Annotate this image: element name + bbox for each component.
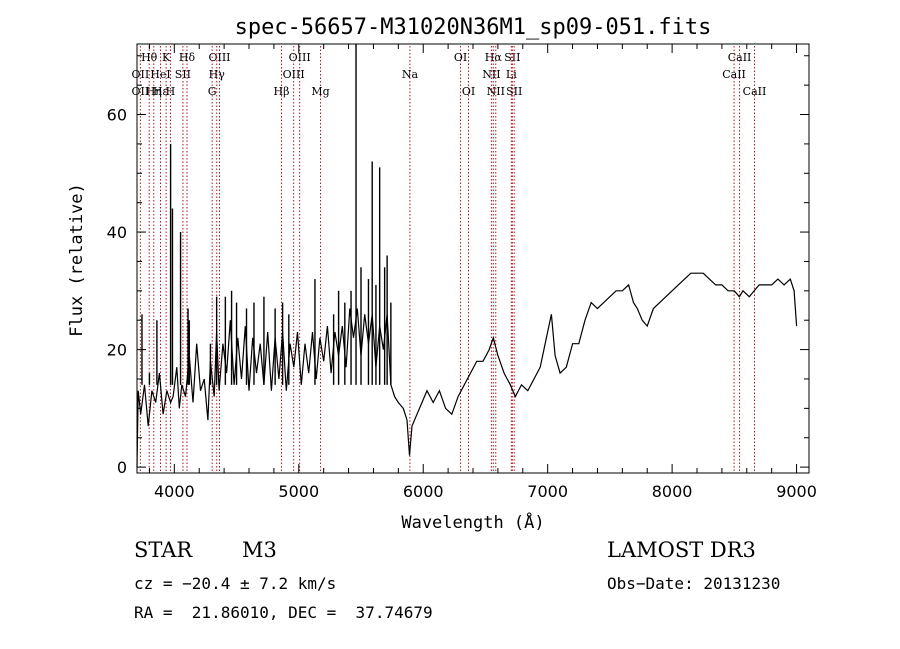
y-tick-label: 0 [117,458,127,477]
y-tick-label: 60 [107,106,127,125]
line-marker-label: OII [132,68,150,81]
line-marker-label: NII [487,85,505,98]
survey-name: LAMOST DR3 [607,538,756,562]
line-marker-label: Hγ [209,68,226,81]
line-marker-label: CaII [743,85,767,98]
x-tick-label: 6000 [403,482,444,501]
line-marker-label: Na [402,68,419,81]
x-axis-label: Wavelength (Å) [401,511,544,533]
coordinates: RA = 21.86010, DEC = 37.74679 [134,603,433,622]
x-tick-label: 4000 [154,482,195,501]
spectrum-series [136,44,798,468]
line-marker-label: OIII [289,51,311,64]
y-tick-label: 40 [107,223,127,242]
redshift-velocity: cz = −20.4 ± 7.2 km/s [134,574,337,593]
chart-title: spec-56657-M31020N36M1_sp09-051.fits [235,15,712,40]
x-tick-label: 8000 [652,482,693,501]
line-marker-label: SII [506,85,522,98]
x-tick-label: 9000 [776,482,817,501]
object-type: STAR [134,538,193,562]
line-marker-label: Mg [311,85,329,98]
line-marker-label: Hβ [274,85,290,98]
y-axis-ticks: 0 20 40 60 [107,55,809,477]
line-marker-label: OII [132,85,150,98]
line-marker-label: OIII [283,68,305,81]
line-marker-label: K [162,51,171,64]
x-tick-label: 5000 [278,482,319,501]
y-axis-label: Flux (relative) [67,183,87,337]
line-marker-label: OIII [208,51,230,64]
line-marker-label: H [166,85,176,98]
object-subclass: M3 [242,538,277,562]
line-marker-label: NII [482,68,500,81]
x-tick-label: 7000 [527,482,568,501]
line-marker-label: Li [506,68,517,81]
line-marker-label: Hα [485,51,503,64]
line-marker-label: OI [454,51,467,64]
line-marker-label: G [208,85,217,98]
line-marker-label: SII [504,51,520,64]
observation-date: Obs−Date: 20131230 [607,574,781,593]
line-marker-label: Hε [153,85,169,98]
line-marker-label: Hδ [179,51,196,64]
line-marker-label: CaII [722,68,746,81]
x-axis-ticks: 4000 5000 6000 7000 8000 9000 [148,44,817,501]
y-tick-label: 20 [107,341,127,360]
line-marker-label: SII [175,68,191,81]
line-marker-label: Hη [146,85,162,98]
line-marker-label: OI [462,85,475,98]
plot-frame [136,43,810,474]
line-marker-label: CaII [728,51,752,64]
line-marker-label: Hθ [141,51,158,64]
